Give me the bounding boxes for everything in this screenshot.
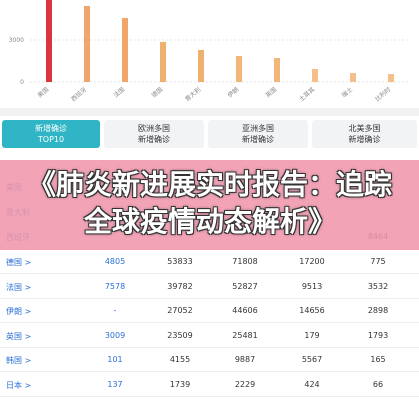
tab[interactable]: 新增确诊 TOP10 [2, 120, 100, 148]
tab[interactable]: 欧洲多国 新增确诊 [104, 120, 204, 148]
x-tick-label: 意大利 [183, 85, 202, 103]
row-separator [0, 297, 419, 299]
bar-chart: 0 3000 美国 西班牙 法国 德国 意大利 伊朗 英国 土耳其 瑞士 比利时 [9, 0, 410, 103]
cell: 101 [107, 355, 123, 364]
x-tick-label: 西班牙 [69, 85, 88, 103]
banner-title: 《肺炎新进展实时报告：追踪全球疫情动态解析》 [27, 168, 392, 238]
tab-subtitle: TOP10 [37, 135, 65, 144]
bar [388, 74, 394, 82]
cell: 3532 [367, 281, 389, 291]
cell: 71808 [232, 257, 258, 266]
country-name[interactable]: 德国 > [6, 258, 32, 267]
cell: 4805 [104, 257, 126, 266]
cell: 9513 [301, 281, 323, 291]
banner [0, 160, 419, 250]
cell: 53833 [167, 257, 193, 266]
cell: 165 [370, 355, 386, 364]
cell: 27052 [167, 306, 193, 315]
cell: 52827 [232, 281, 258, 291]
row-separator [0, 273, 419, 274]
tab-title: 欧洲多国 [138, 124, 170, 133]
cell: 39782 [167, 281, 193, 291]
cell: 5567 [301, 355, 323, 364]
country-name[interactable]: 法国 > [6, 282, 32, 292]
cell: 44606 [232, 306, 258, 315]
x-tick-label: 伊朗 [226, 85, 240, 99]
row-separator [0, 395, 419, 397]
bar [122, 18, 128, 82]
bar [312, 68, 318, 82]
x-tick-label: 英国 [264, 85, 278, 99]
x-tick-label: 德国 [150, 85, 164, 99]
cell: 775 [370, 257, 386, 266]
tab[interactable]: 北美多国 新增确诊 [312, 120, 417, 148]
country-name[interactable]: 英国 > [6, 331, 32, 341]
bar [198, 49, 204, 82]
bar [84, 5, 90, 82]
bar [236, 55, 242, 82]
cell: 7578 [104, 281, 126, 291]
country-name[interactable]: 韩国 > [6, 356, 32, 365]
tab-subtitle: 新增确诊 [242, 135, 274, 144]
x-tick-label: 美国 [36, 85, 50, 99]
tab-title: 北美多国 [348, 124, 381, 133]
tab-title: 亚洲多国 [242, 124, 274, 133]
tab-title: 新增确诊 [35, 124, 67, 133]
bar [46, 0, 52, 82]
cell: 2898 [367, 306, 389, 315]
cell: 17200 [299, 257, 325, 266]
y-tick-label: 0 [20, 79, 24, 86]
cell: 23509 [167, 330, 193, 340]
x-tick-label: 比利时 [373, 85, 392, 103]
row-separator [0, 322, 419, 323]
tab[interactable]: 亚洲多国 新增确诊 [208, 120, 308, 148]
cell: 1739 [169, 379, 191, 389]
cell: 137 [107, 379, 123, 389]
cell: 3009 [104, 330, 126, 340]
cell: 424 [304, 379, 320, 389]
bar [350, 73, 356, 82]
cell: 179 [304, 330, 320, 340]
cell: 9887 [234, 355, 256, 364]
cell: 4155 [169, 355, 191, 364]
tab-subtitle: 新增确诊 [348, 135, 381, 144]
country-name[interactable]: 日本 > [6, 380, 32, 390]
row-separator [0, 346, 419, 348]
divider [0, 108, 419, 116]
cell: 25481 [232, 330, 258, 340]
bar [160, 41, 166, 82]
cell: 2229 [234, 379, 256, 389]
x-tick-label: 法国 [112, 85, 126, 99]
row-separator [0, 371, 419, 372]
cell: 66 [372, 379, 384, 389]
x-tick-label: 土耳其 [297, 85, 316, 103]
bar [274, 58, 280, 82]
cell: 14656 [299, 306, 325, 315]
cell: 1793 [367, 330, 389, 340]
country-name[interactable]: 伊朗 > [6, 307, 32, 316]
cell: - [113, 306, 117, 315]
y-tick-label: 3000 [9, 37, 24, 44]
x-tick-label: 瑞士 [340, 85, 354, 99]
tab-subtitle: 新增确诊 [138, 135, 170, 144]
